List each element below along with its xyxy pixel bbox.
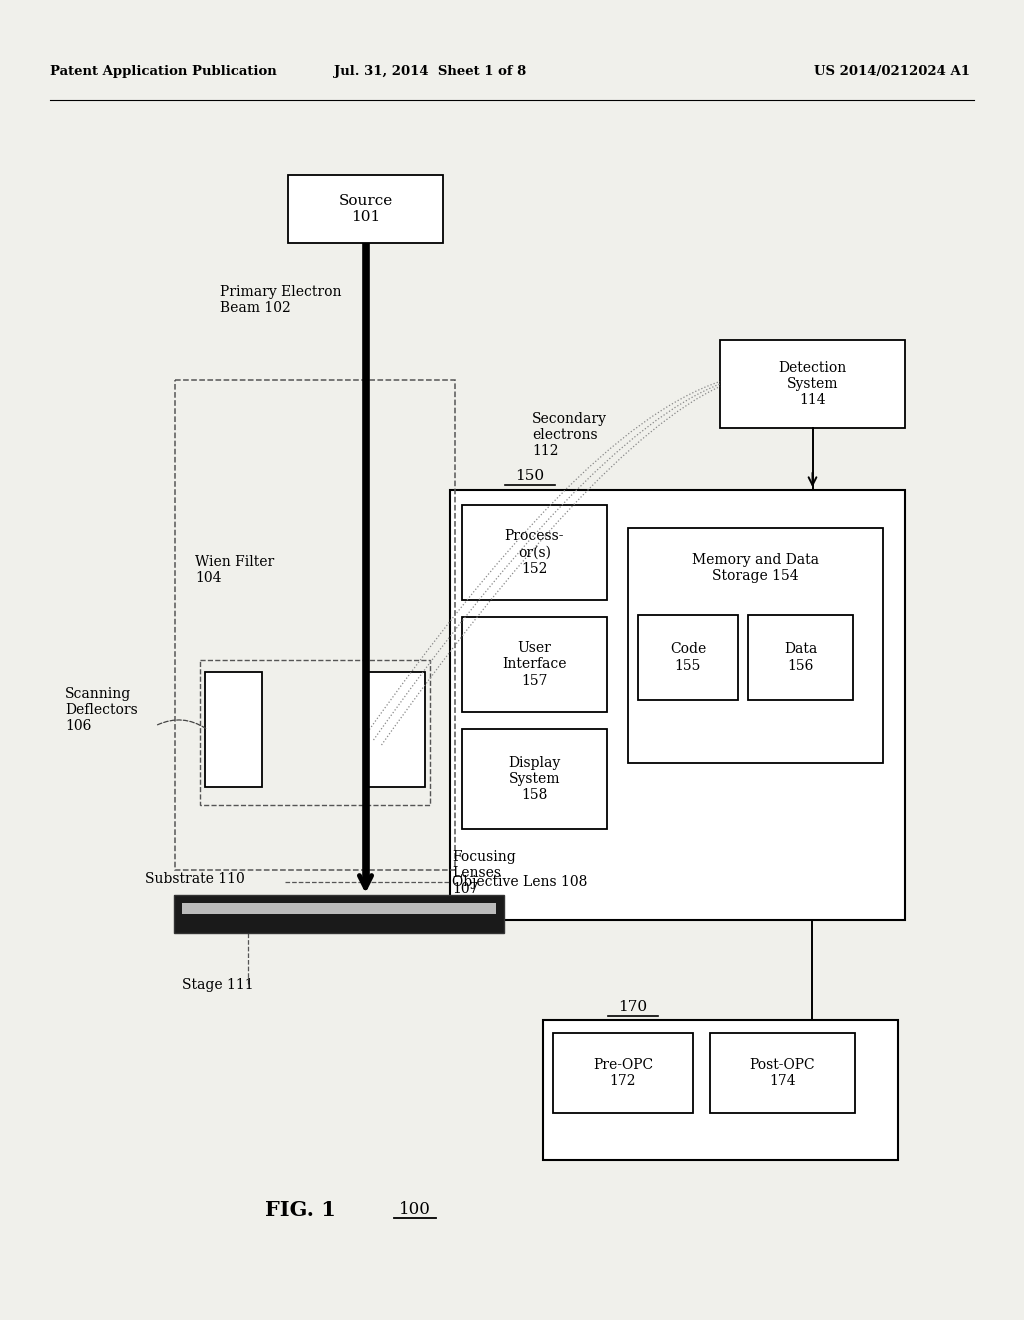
- Text: Data
156: Data 156: [784, 643, 817, 673]
- Bar: [174, 895, 504, 933]
- Text: 150: 150: [515, 469, 545, 483]
- Bar: [710, 1034, 855, 1113]
- Text: 100: 100: [399, 1201, 431, 1218]
- Bar: [200, 660, 430, 805]
- Text: Primary Electron
Beam 102: Primary Electron Beam 102: [220, 285, 341, 315]
- Text: 170: 170: [618, 1001, 647, 1014]
- Text: Secondary
electrons
112: Secondary electrons 112: [532, 412, 607, 458]
- Bar: [553, 1034, 693, 1113]
- Bar: [628, 528, 883, 763]
- Text: Patent Application Publication: Patent Application Publication: [50, 66, 276, 78]
- Text: Code
155: Code 155: [670, 643, 707, 673]
- Text: User
Interface
157: User Interface 157: [502, 642, 566, 688]
- Text: Focusing
Lenses
107: Focusing Lenses 107: [452, 850, 516, 896]
- Text: Memory and Data
Storage 154: Memory and Data Storage 154: [692, 553, 819, 583]
- Bar: [450, 490, 905, 920]
- Bar: [175, 380, 455, 870]
- Text: Wien Filter
104: Wien Filter 104: [195, 554, 274, 585]
- Text: Jul. 31, 2014  Sheet 1 of 8: Jul. 31, 2014 Sheet 1 of 8: [334, 66, 526, 78]
- Text: Stage 111: Stage 111: [182, 978, 254, 993]
- Text: Objective Lens 108: Objective Lens 108: [452, 875, 588, 888]
- Bar: [638, 615, 738, 700]
- Bar: [748, 615, 853, 700]
- Bar: [368, 672, 425, 787]
- Bar: [462, 506, 607, 601]
- Bar: [205, 672, 262, 787]
- Text: Display
System
158: Display System 158: [508, 756, 560, 803]
- Text: US 2014/0212024 A1: US 2014/0212024 A1: [814, 66, 970, 78]
- Text: FIG. 1: FIG. 1: [264, 1200, 336, 1220]
- Bar: [462, 729, 607, 829]
- Text: Process-
or(s)
152: Process- or(s) 152: [505, 529, 564, 576]
- Bar: [288, 176, 443, 243]
- Bar: [182, 903, 496, 913]
- Bar: [720, 341, 905, 428]
- Text: Substrate 110: Substrate 110: [145, 873, 245, 886]
- Text: Scanning
Deflectors
106: Scanning Deflectors 106: [65, 686, 138, 733]
- Bar: [462, 616, 607, 711]
- Text: Detection
System
114: Detection System 114: [778, 360, 847, 407]
- Text: Pre-OPC
172: Pre-OPC 172: [593, 1057, 653, 1088]
- Text: Source
101: Source 101: [338, 194, 392, 224]
- Bar: [174, 895, 504, 933]
- Bar: [543, 1020, 898, 1160]
- Text: Post-OPC
174: Post-OPC 174: [750, 1057, 815, 1088]
